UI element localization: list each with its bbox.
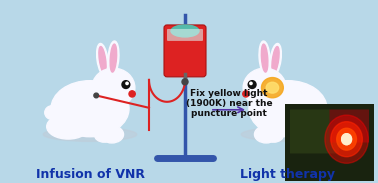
Circle shape	[94, 93, 99, 98]
FancyArrowPatch shape	[213, 107, 243, 113]
Ellipse shape	[51, 81, 129, 137]
Text: (1900K) near the: (1900K) near the	[186, 99, 272, 108]
Ellipse shape	[241, 127, 335, 141]
Circle shape	[126, 82, 128, 85]
Ellipse shape	[272, 46, 279, 73]
FancyBboxPatch shape	[164, 25, 206, 77]
Text: Infusion of VNR: Infusion of VNR	[36, 168, 144, 181]
Ellipse shape	[318, 106, 333, 120]
Ellipse shape	[94, 127, 114, 142]
FancyBboxPatch shape	[167, 29, 203, 41]
Circle shape	[248, 81, 256, 88]
Ellipse shape	[259, 41, 270, 75]
Text: Fix yellow light: Fix yellow light	[190, 89, 268, 98]
Ellipse shape	[254, 126, 278, 143]
Ellipse shape	[108, 41, 119, 75]
Ellipse shape	[47, 114, 90, 139]
Circle shape	[243, 91, 249, 97]
Ellipse shape	[270, 43, 281, 76]
Ellipse shape	[264, 127, 284, 142]
Ellipse shape	[266, 82, 279, 93]
Ellipse shape	[171, 25, 199, 37]
Circle shape	[182, 79, 188, 85]
Text: puncture point: puncture point	[191, 109, 267, 118]
Circle shape	[250, 82, 252, 85]
Ellipse shape	[262, 78, 284, 98]
Circle shape	[122, 81, 130, 88]
Ellipse shape	[97, 43, 108, 76]
Ellipse shape	[288, 114, 331, 139]
Text: Light therapy: Light therapy	[240, 168, 336, 181]
Ellipse shape	[110, 44, 117, 72]
Ellipse shape	[43, 127, 137, 141]
Ellipse shape	[100, 126, 124, 143]
Ellipse shape	[45, 106, 60, 120]
Ellipse shape	[261, 44, 268, 72]
Ellipse shape	[99, 46, 106, 73]
Ellipse shape	[92, 68, 135, 107]
Circle shape	[129, 91, 135, 97]
Ellipse shape	[249, 81, 327, 137]
Ellipse shape	[243, 68, 286, 107]
